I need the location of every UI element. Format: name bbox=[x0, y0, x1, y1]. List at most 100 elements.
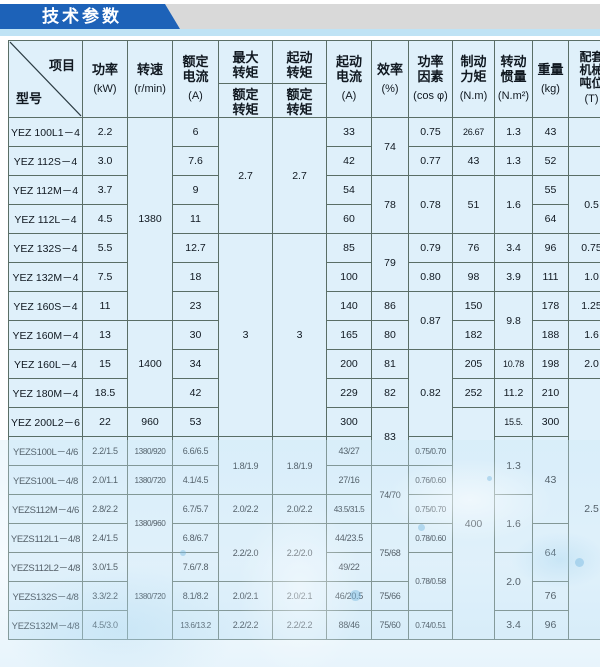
cell-model: YEZS132S－4/8 bbox=[8, 581, 83, 611]
cell-rated-current: 8.1/8.2 bbox=[172, 581, 219, 611]
cell-inertia: 1.6 bbox=[494, 494, 533, 553]
cell-efficiency: 75/66 bbox=[371, 581, 409, 611]
cell-inertia: 3.4 bbox=[494, 610, 533, 640]
cell-power-factor: 0.78 bbox=[408, 175, 453, 234]
header-start-current-line2: 电流 bbox=[335, 69, 362, 84]
header-power-cn: 功率 bbox=[91, 61, 118, 77]
cell-power: 2.2 bbox=[82, 117, 128, 147]
cell-max-torque-ratio: 1.8/1.9 bbox=[218, 436, 273, 495]
cell-power: 2.0/1.1 bbox=[82, 465, 128, 495]
cell-power-factor: 0.75/0.70 bbox=[408, 494, 453, 524]
banner-blue-bar bbox=[0, 4, 180, 29]
cell-model: YEZ 180M－4 bbox=[8, 378, 83, 408]
cell-model: YEZ 160M－4 bbox=[8, 320, 83, 350]
cell-power: 3.0/1.5 bbox=[82, 552, 128, 582]
cell-inertia: 1.3 bbox=[494, 436, 533, 495]
cell-inertia: 1.3 bbox=[494, 117, 533, 147]
header-tonnage-line1: 配套 bbox=[579, 50, 600, 64]
cell-brake-torque: 252 bbox=[452, 378, 495, 408]
cell-power: 7.5 bbox=[82, 262, 128, 292]
cell-start-torque-ratio: 2.2/2.0 bbox=[272, 523, 327, 582]
header-rated-torque2-line1: 额定 bbox=[286, 87, 313, 102]
cell-model: YEZ 132S－4 bbox=[8, 233, 83, 263]
cell-inertia: 1.3 bbox=[494, 146, 533, 176]
header-rated-torque2-line2: 转矩 bbox=[286, 102, 313, 117]
cell-power-factor: 0.79 bbox=[408, 233, 453, 263]
cell-start-current: 43.5/31.5 bbox=[326, 494, 372, 524]
cell-speed: 1380 bbox=[127, 117, 173, 321]
cell-power: 22 bbox=[82, 407, 128, 437]
header-max-torque-ratio: 最大 转矩 额定 转矩 bbox=[218, 40, 273, 118]
table-row: YEZ 160L－4 15 34 200 81 0.82 205 10.78 198 2.0 bbox=[8, 349, 600, 437]
cell-power-factor: 0.77 bbox=[408, 146, 453, 176]
cell-start-current: 44/23.5 bbox=[326, 523, 372, 553]
header-tonnage: 配套 机械 吨位 (T) bbox=[568, 40, 600, 118]
cell-start-current: 229 bbox=[326, 378, 372, 408]
header-start-torque-ratio: 起动 转矩 额定 转矩 bbox=[272, 40, 327, 118]
table-row: YEZS100L－4/6 2.2/1.5 1380/920 6.6/6.5 1.8/1.… bbox=[8, 436, 600, 524]
cell-power-factor: 0.76/0.60 bbox=[408, 465, 453, 495]
header-inertia-unit: (N.m²) bbox=[497, 90, 530, 102]
header-power-factor-line1: 功率 bbox=[417, 54, 444, 69]
cell-efficiency: 86 bbox=[371, 291, 409, 321]
cell-model: YEZS100L－4/8 bbox=[8, 465, 83, 495]
cell-power-factor: 0.87 bbox=[408, 291, 453, 350]
cell-start-current: 60 bbox=[326, 204, 372, 234]
cell-model: YEZS112L1－4/8 bbox=[8, 523, 83, 553]
cell-speed: 1380/920 bbox=[127, 436, 173, 466]
cell-efficiency: 82 bbox=[371, 378, 409, 408]
cell-efficiency: 78 bbox=[371, 175, 409, 234]
cell-model: YEZS100L－4/6 bbox=[8, 436, 83, 466]
cell-inertia: 1.6 bbox=[494, 175, 533, 234]
cell-model: YEZ 160S－4 bbox=[8, 291, 83, 321]
cell-rated-current: 23 bbox=[172, 291, 219, 321]
header-efficiency-cn: 效率 bbox=[376, 61, 403, 77]
cell-power: 4.5 bbox=[82, 204, 128, 234]
header-weight-unit: (kg) bbox=[541, 82, 560, 95]
cell-power: 3.7 bbox=[82, 175, 128, 205]
cell-power-factor: 0.75 bbox=[408, 117, 453, 147]
header-speed: 转速 (r/min) bbox=[127, 40, 173, 118]
table-row: YEZ 132S－4 5.5 12.7 3 3 85 79 0.79 76 3.4 96 0.75 bbox=[8, 233, 600, 437]
cell-rated-current: 7.6 bbox=[172, 146, 219, 176]
cell-power: 3.0 bbox=[82, 146, 128, 176]
cell-power: 15 bbox=[82, 349, 128, 379]
header-brake-torque: 制动 力矩 (N.m) bbox=[452, 40, 495, 118]
header-start-torque-line2: 转矩 bbox=[286, 65, 313, 80]
cell-weight: 210 bbox=[532, 378, 569, 408]
header-rated-torque-line2: 转矩 bbox=[232, 102, 259, 117]
cell-power-factor: 0.75/0.70 bbox=[408, 436, 453, 466]
cell-brake-torque: 76 bbox=[452, 233, 495, 263]
cell-rated-current: 11 bbox=[172, 204, 219, 234]
cell-weight: 188 bbox=[532, 320, 569, 350]
cell-start-current: 49/22 bbox=[326, 552, 372, 582]
cell-weight: 76 bbox=[532, 581, 569, 611]
header-efficiency-unit: (%) bbox=[381, 82, 399, 95]
cell-rated-current: 53 bbox=[172, 407, 219, 437]
cell-inertia: 15.5. bbox=[494, 407, 533, 437]
title-banner: 技术参数 bbox=[0, 0, 600, 36]
cell-start-torque-ratio: 2.7 bbox=[272, 117, 327, 234]
cell-speed: 1380/720 bbox=[127, 465, 173, 495]
cell-rated-current: 18 bbox=[172, 262, 219, 292]
cell-weight: 96 bbox=[532, 610, 569, 640]
header-brake-torque-line1: 制动 bbox=[460, 54, 487, 69]
cell-rated-current: 6.8/6.7 bbox=[172, 523, 219, 553]
cell-model: YEZ 132M－4 bbox=[8, 262, 83, 292]
cell-speed: 1380/960 bbox=[127, 494, 173, 553]
cell-rated-current: 42 bbox=[172, 378, 219, 408]
cell-brake-torque: 150 bbox=[452, 291, 495, 321]
header-max-torque-line2: 转矩 bbox=[232, 65, 259, 80]
cell-weight: 55 bbox=[532, 175, 569, 205]
header-brake-torque-line2: 力矩 bbox=[460, 69, 487, 84]
header-weight: 重量 (kg) bbox=[532, 40, 569, 118]
cell-inertia: 3.9 bbox=[494, 262, 533, 292]
cell-tonnage: 2.5 bbox=[568, 378, 600, 640]
cell-start-current: 200 bbox=[326, 349, 372, 379]
cell-max-torque-ratio: 2.2/2.2 bbox=[218, 610, 273, 640]
header-power-factor-line2: 因素 bbox=[417, 69, 444, 84]
cell-power: 5.5 bbox=[82, 233, 128, 263]
page-title: 技术参数 bbox=[42, 7, 122, 26]
header-power-factor-unit: (cos φ) bbox=[413, 90, 448, 102]
cell-model: YEZ 112L－4 bbox=[8, 204, 83, 234]
